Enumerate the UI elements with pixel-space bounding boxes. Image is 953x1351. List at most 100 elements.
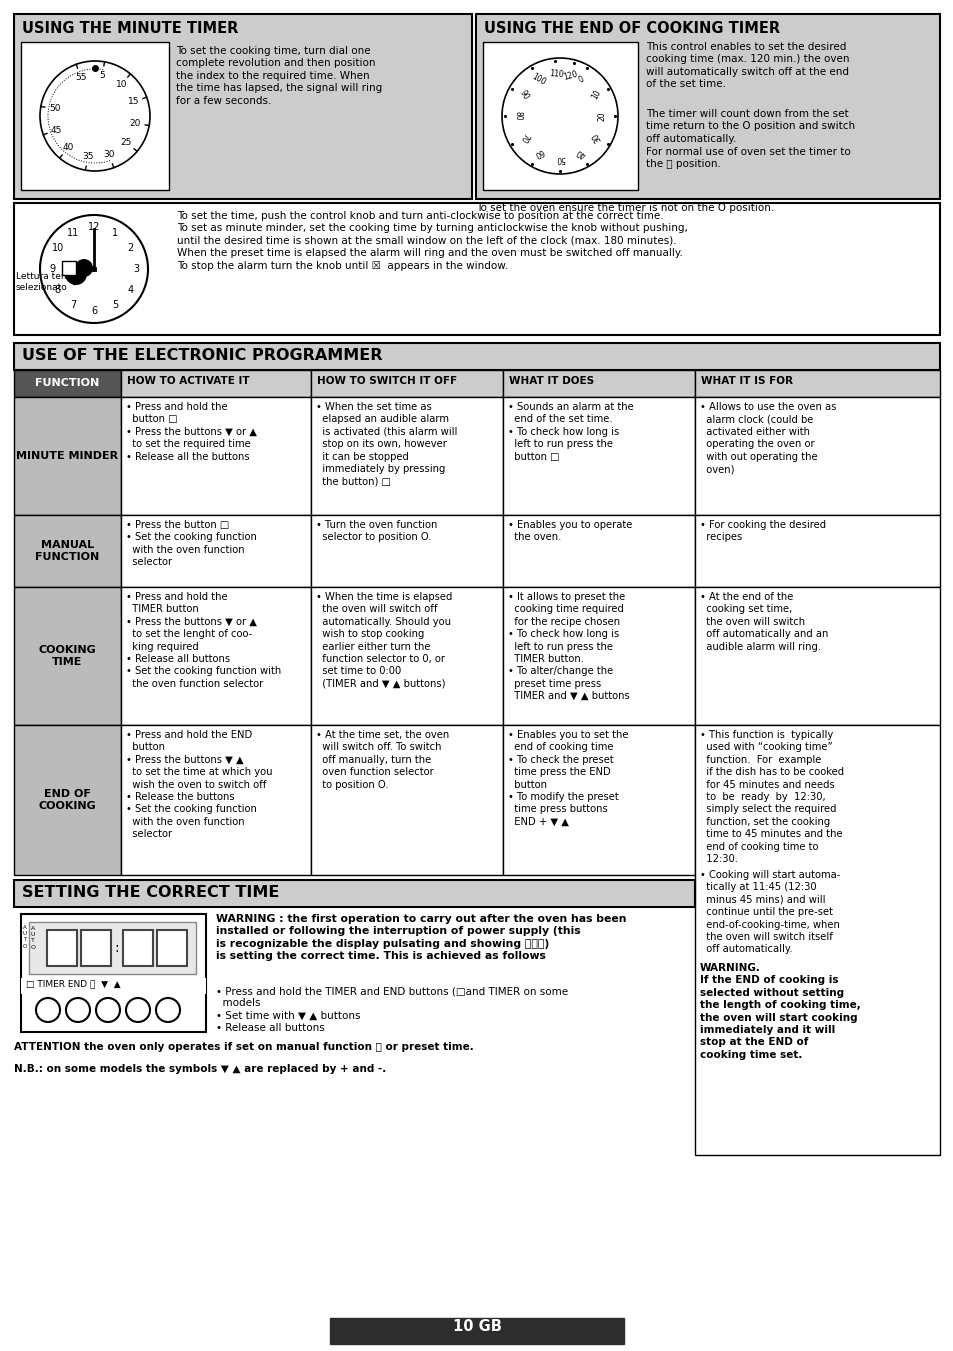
- Bar: [476, 14, 939, 199]
- Text: • At the end of the
  cooking set time,
  the oven will switch
  off automatical: • At the end of the cooking set time, th…: [700, 592, 827, 651]
- Text: Lettura tempo
selezionato: Lettura tempo selezionato: [16, 272, 81, 292]
- Text: 15: 15: [128, 97, 139, 107]
- Bar: [62, 261, 76, 276]
- Text: END OF
COOKING: END OF COOKING: [38, 789, 96, 811]
- Text: 1: 1: [112, 227, 118, 238]
- Text: A
U
T
O: A U T O: [23, 925, 28, 948]
- Text: :: :: [114, 942, 119, 955]
- Text: 8: 8: [54, 285, 61, 295]
- Text: 30: 30: [103, 150, 114, 159]
- Text: 50: 50: [555, 154, 564, 162]
- Text: 40: 40: [63, 143, 74, 151]
- Text: 2: 2: [127, 243, 133, 253]
- Text: • When the set time as
  elapsed an audible alarm
  is activated (this alarm wil: • When the set time as elapsed an audibl…: [315, 403, 456, 486]
- Bar: [695, 586, 939, 725]
- Bar: [14, 880, 695, 907]
- Bar: [311, 397, 502, 515]
- Text: The timer will count down from the set
time return to the O position and switch
: The timer will count down from the set t…: [645, 109, 854, 143]
- Text: 10: 10: [590, 89, 602, 101]
- Text: 100: 100: [530, 72, 547, 88]
- Text: 30: 30: [589, 131, 602, 143]
- Text: WHAT IT IS FOR: WHAT IT IS FOR: [700, 376, 792, 386]
- Bar: [29, 921, 195, 974]
- Bar: [121, 725, 311, 875]
- Bar: [14, 370, 121, 397]
- Bar: [311, 725, 502, 875]
- Bar: [21, 915, 206, 1032]
- Text: 6: 6: [91, 305, 97, 316]
- Text: N.B.: on some models the symbols ▼ ▲ are replaced by + and -.: N.B.: on some models the symbols ▼ ▲ are…: [14, 1065, 386, 1074]
- Text: 11: 11: [67, 227, 79, 238]
- Bar: [14, 586, 121, 725]
- Text: 5: 5: [99, 72, 105, 80]
- Text: 60: 60: [532, 146, 545, 158]
- Text: For normal use of oven set the timer to
the ⎙ position.: For normal use of oven set the timer to …: [645, 147, 850, 169]
- Bar: [14, 515, 121, 586]
- Text: • When the time is elapsed
  the oven will switch off
  automatically. Should yo: • When the time is elapsed the oven will…: [315, 592, 452, 689]
- Text: • Sounds an alarm at the
  end of the set time.
• To check how long is
  left to: • Sounds an alarm at the end of the set …: [507, 403, 633, 462]
- Bar: [14, 203, 939, 335]
- Circle shape: [65, 263, 87, 285]
- Text: HOW TO SWITCH IT OFF: HOW TO SWITCH IT OFF: [316, 376, 456, 386]
- Bar: [14, 343, 939, 370]
- Text: 70: 70: [517, 131, 530, 143]
- Bar: [502, 397, 695, 515]
- Text: 25: 25: [121, 138, 132, 147]
- Text: MINUTE MINDER: MINUTE MINDER: [16, 451, 118, 461]
- Text: 55: 55: [75, 73, 87, 82]
- Text: MANUAL
FUNCTION: MANUAL FUNCTION: [35, 540, 99, 562]
- Text: To set the oven ensure the timer is not on the O position.: To set the oven ensure the timer is not …: [476, 203, 774, 213]
- Text: 4: 4: [127, 285, 133, 295]
- Text: 120: 120: [562, 69, 578, 81]
- Text: This control enables to set the desired
cooking time (max. 120 min.) the oven
wi: This control enables to set the desired …: [645, 42, 848, 89]
- Text: • Press and hold the
  TIMER button
• Press the buttons ▼ or ▲
  to set the leng: • Press and hold the TIMER button • Pres…: [126, 592, 281, 689]
- Text: 80: 80: [513, 111, 522, 120]
- Bar: [695, 397, 939, 515]
- Bar: [311, 370, 502, 397]
- Bar: [695, 515, 939, 586]
- Text: 90: 90: [517, 89, 530, 101]
- Text: ATTENTION the oven only operates if set on manual function ⎙ or preset time.: ATTENTION the oven only operates if set …: [14, 1042, 474, 1052]
- Text: • Turn the oven function
  selector to position O.: • Turn the oven function selector to pos…: [315, 520, 436, 542]
- Text: • At the time set, the oven
  will switch off. To switch
  off manually, turn th: • At the time set, the oven will switch …: [315, 730, 449, 789]
- Text: COOKING
TIME: COOKING TIME: [38, 644, 96, 667]
- Text: 40: 40: [574, 146, 587, 158]
- Bar: [482, 42, 638, 190]
- Bar: [81, 929, 111, 966]
- Bar: [695, 370, 939, 397]
- Text: WARNING.
If the END of cooking is
selected without setting
the length of cooking: WARNING. If the END of cooking is select…: [700, 963, 860, 1059]
- Bar: [695, 725, 939, 1155]
- Bar: [502, 370, 695, 397]
- Text: To set the cooking time, turn dial one
complete revolution and then position
the: To set the cooking time, turn dial one c…: [175, 46, 382, 105]
- Text: • For cooking the desired
  recipes: • For cooking the desired recipes: [700, 520, 825, 542]
- Bar: [330, 1319, 623, 1344]
- Bar: [502, 515, 695, 586]
- Bar: [502, 586, 695, 725]
- Bar: [311, 586, 502, 725]
- Text: WHAT IT DOES: WHAT IT DOES: [509, 376, 594, 386]
- Text: 50: 50: [49, 104, 60, 113]
- Text: 10: 10: [51, 243, 64, 253]
- Bar: [21, 978, 206, 994]
- Text: • Allows to use the oven as
  alarm clock (could be
  activated either with
  op: • Allows to use the oven as alarm clock …: [700, 403, 836, 474]
- Text: 12: 12: [88, 222, 100, 232]
- Text: • This function is  typically
  used with “cooking time”
  function.  For  examp: • This function is typically used with “…: [700, 730, 843, 865]
- Circle shape: [75, 259, 92, 277]
- Text: • Cooking will start automa-
  tically at 11:45 (12:30
  minus 45 mins) and will: • Cooking will start automa- tically at …: [700, 870, 840, 954]
- Text: 3: 3: [132, 263, 139, 274]
- Text: FUNCTION: FUNCTION: [35, 378, 99, 389]
- Text: USING THE MINUTE TIMER: USING THE MINUTE TIMER: [22, 22, 238, 36]
- Text: 10 GB: 10 GB: [452, 1319, 501, 1333]
- Text: To set the time, push the control knob and turn anti-clockwise to position at th: To set the time, push the control knob a…: [177, 211, 687, 270]
- Text: 20: 20: [597, 111, 606, 120]
- Bar: [121, 515, 311, 586]
- Text: □ TIMER END ⎙  ▼  ▲: □ TIMER END ⎙ ▼ ▲: [26, 979, 120, 988]
- Bar: [311, 515, 502, 586]
- Bar: [47, 929, 77, 966]
- Text: 5: 5: [112, 300, 118, 311]
- Bar: [14, 725, 121, 875]
- Text: 9: 9: [49, 263, 55, 274]
- Text: 7: 7: [70, 300, 76, 311]
- Text: 110: 110: [548, 69, 563, 80]
- Text: • Enables you to set the
  end of cooking time
• To check the preset
  time pres: • Enables you to set the end of cooking …: [507, 730, 628, 827]
